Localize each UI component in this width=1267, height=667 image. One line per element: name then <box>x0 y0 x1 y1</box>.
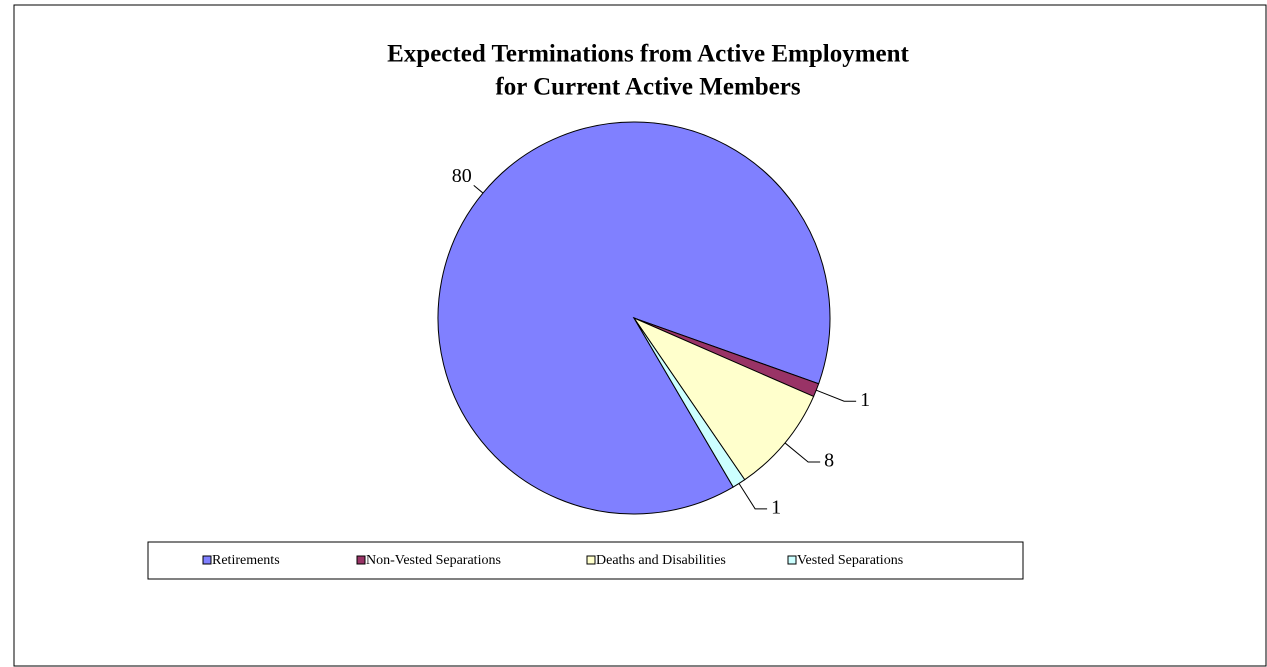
pie-slice <box>437 121 831 515</box>
leader-line <box>816 389 857 402</box>
legend-box <box>147 541 1024 580</box>
data-label: 8 <box>824 450 834 472</box>
leader-line <box>473 185 484 194</box>
legend-swatch <box>202 555 212 565</box>
legend-label: Retirements <box>212 553 280 568</box>
pie-slice <box>632 316 815 481</box>
legend-label: Non-Vested Separations <box>366 553 501 568</box>
leader-line <box>738 483 768 510</box>
data-label: 1 <box>771 496 781 518</box>
legend-swatch <box>586 555 596 565</box>
chart-title: for Current Active Members <box>495 74 800 101</box>
legend-swatch <box>356 555 366 565</box>
legend-label: Vested Separations <box>797 553 903 568</box>
legend-label: Deaths and Disabilities <box>596 553 726 568</box>
legend-swatch <box>787 555 797 565</box>
data-label: 80 <box>452 165 472 187</box>
data-label: 1 <box>860 389 870 411</box>
leader-line <box>784 442 821 463</box>
chart-title: Expected Terminations from Active Employ… <box>387 41 909 68</box>
